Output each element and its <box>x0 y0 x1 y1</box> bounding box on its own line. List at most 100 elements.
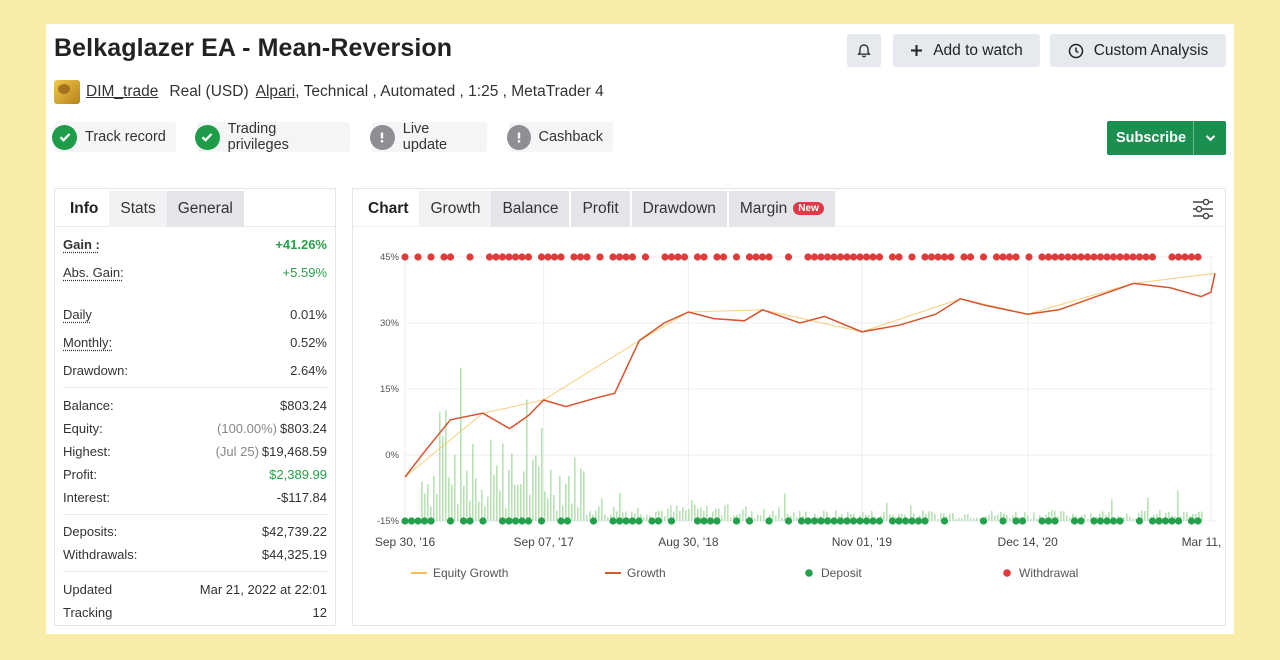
activity-bar <box>886 502 888 521</box>
deposit-marker <box>908 517 916 525</box>
activity-bar <box>739 513 741 521</box>
stat-value: -$117.84 <box>276 490 327 505</box>
deposit-marker <box>836 517 845 525</box>
badge-track-record[interactable]: Track record <box>52 122 176 152</box>
subscribe-button[interactable]: Subscribe <box>1107 121 1226 155</box>
deposit-marker <box>888 517 897 525</box>
activity-bar <box>937 518 939 521</box>
withdrawal-marker <box>999 253 1007 261</box>
activity-bar <box>643 516 645 521</box>
author-avatar[interactable] <box>54 80 80 104</box>
activity-bar <box>1045 515 1047 521</box>
withdrawal-marker <box>1096 253 1105 261</box>
stat-value: +41.26% <box>275 237 327 252</box>
activity-bar <box>619 493 621 521</box>
tab-balance[interactable]: Balance <box>491 190 570 227</box>
stat-key[interactable]: Abs. Gain: <box>63 265 124 280</box>
withdrawal-marker <box>609 253 617 261</box>
author-link[interactable]: DIM_trade <box>86 83 159 100</box>
activity-bar <box>430 506 432 521</box>
account-type: Real (USD) <box>169 83 249 100</box>
notification-button[interactable] <box>847 34 881 67</box>
deposit-marker <box>830 517 838 525</box>
stat-value: 2.64% <box>290 363 327 378</box>
chevron-down-icon[interactable] <box>1193 121 1226 155</box>
badge-cashback[interactable]: Cashback <box>507 122 613 152</box>
legend-label: Equity Growth <box>433 566 508 580</box>
tab-growth[interactable]: Growth <box>419 190 492 227</box>
stat-key: Equity: <box>63 421 103 436</box>
withdrawal-marker <box>784 253 793 261</box>
deposit-marker <box>635 517 643 525</box>
tab-drawdown[interactable]: Drawdown <box>631 190 727 227</box>
activity-bar <box>445 410 447 521</box>
activity-bar <box>526 399 528 521</box>
tab-general[interactable]: General <box>166 190 244 227</box>
stat-prefix: (Jul 25) <box>215 444 259 459</box>
deposit-marker <box>1168 517 1176 525</box>
tab-chart[interactable]: Chart <box>368 199 409 217</box>
tab-stats[interactable]: Stats <box>109 190 167 227</box>
tab-margin[interactable]: Margin New <box>728 190 835 227</box>
custom-analysis-button[interactable]: Custom Analysis <box>1050 34 1226 67</box>
withdrawal-marker <box>849 253 858 261</box>
badge-label: Cashback <box>538 129 603 145</box>
deposit-marker <box>810 517 819 525</box>
withdrawal-marker <box>908 253 916 261</box>
withdrawal-marker <box>810 253 819 261</box>
plus-icon <box>911 45 923 56</box>
withdrawal-marker <box>557 253 565 261</box>
activity-bar <box>883 511 885 521</box>
sliders-icon[interactable] <box>1191 198 1215 220</box>
deposit-marker <box>427 517 435 525</box>
activity-bar <box>481 489 483 521</box>
activity-bar <box>1087 518 1089 521</box>
tab-info[interactable]: Info <box>70 199 99 217</box>
add-to-watch-button[interactable]: Add to watch <box>893 34 1040 67</box>
stat-row-daily: Daily 0.01% <box>63 307 327 322</box>
withdrawal-marker <box>1181 253 1189 261</box>
activity-bar <box>1141 510 1143 521</box>
deposit-marker <box>524 517 533 525</box>
x-tick-label: Nov 01, '19 <box>832 535 893 549</box>
activity-bar <box>535 455 537 521</box>
badge-trading-privileges[interactable]: Trading privileges <box>195 121 350 153</box>
activity-bar <box>847 511 849 521</box>
activity-bar <box>1024 512 1026 521</box>
activity-bar <box>424 493 426 521</box>
activity-bar <box>703 510 705 521</box>
badge-label: Live update <box>402 121 448 153</box>
deposit-marker <box>1090 517 1098 525</box>
activity-bar <box>1090 513 1092 521</box>
growth-chart: 45% 30% 15% 0% -15% Sep 30, '16 Sep 07, '17 Au… <box>375 252 1225 580</box>
stat-value: $2,389.99 <box>269 467 327 482</box>
divider <box>63 514 327 515</box>
stat-key[interactable]: Gain : <box>63 237 100 252</box>
tab-profit[interactable]: Profit <box>571 190 630 227</box>
stat-value: $803.24 <box>280 398 327 413</box>
activity-bar <box>472 444 474 521</box>
activity-bar <box>910 505 912 521</box>
activity-bar <box>538 466 540 521</box>
broker-link[interactable]: Alpari <box>255 83 296 100</box>
withdrawal-marker <box>888 253 897 261</box>
activity-bar <box>547 498 549 521</box>
badge-live-update[interactable]: Live update <box>370 121 487 153</box>
stat-key[interactable]: Daily <box>63 307 92 322</box>
x-tick-label: Mar 11, '22 <box>1182 535 1225 549</box>
y-tick-label: 15% <box>380 384 400 395</box>
activity-bar <box>958 517 960 521</box>
activity-bar <box>433 475 435 521</box>
activity-bar <box>511 453 513 521</box>
strategy-details: , Technical , Automated , 1:25 , MetaTra… <box>295 83 604 100</box>
activity-bar <box>733 515 735 521</box>
stat-key: Withdrawals: <box>63 547 138 562</box>
chart-legend: Equity Growth Growth Deposit Withdrawal <box>411 566 1078 580</box>
activity-bar <box>835 510 837 521</box>
withdrawal-marker <box>544 253 552 261</box>
deposit-marker <box>706 517 715 525</box>
activity-bar <box>961 518 963 521</box>
stat-key[interactable]: Monthly: <box>63 335 113 350</box>
withdrawal-marker <box>817 253 825 261</box>
activity-bar <box>814 513 816 521</box>
